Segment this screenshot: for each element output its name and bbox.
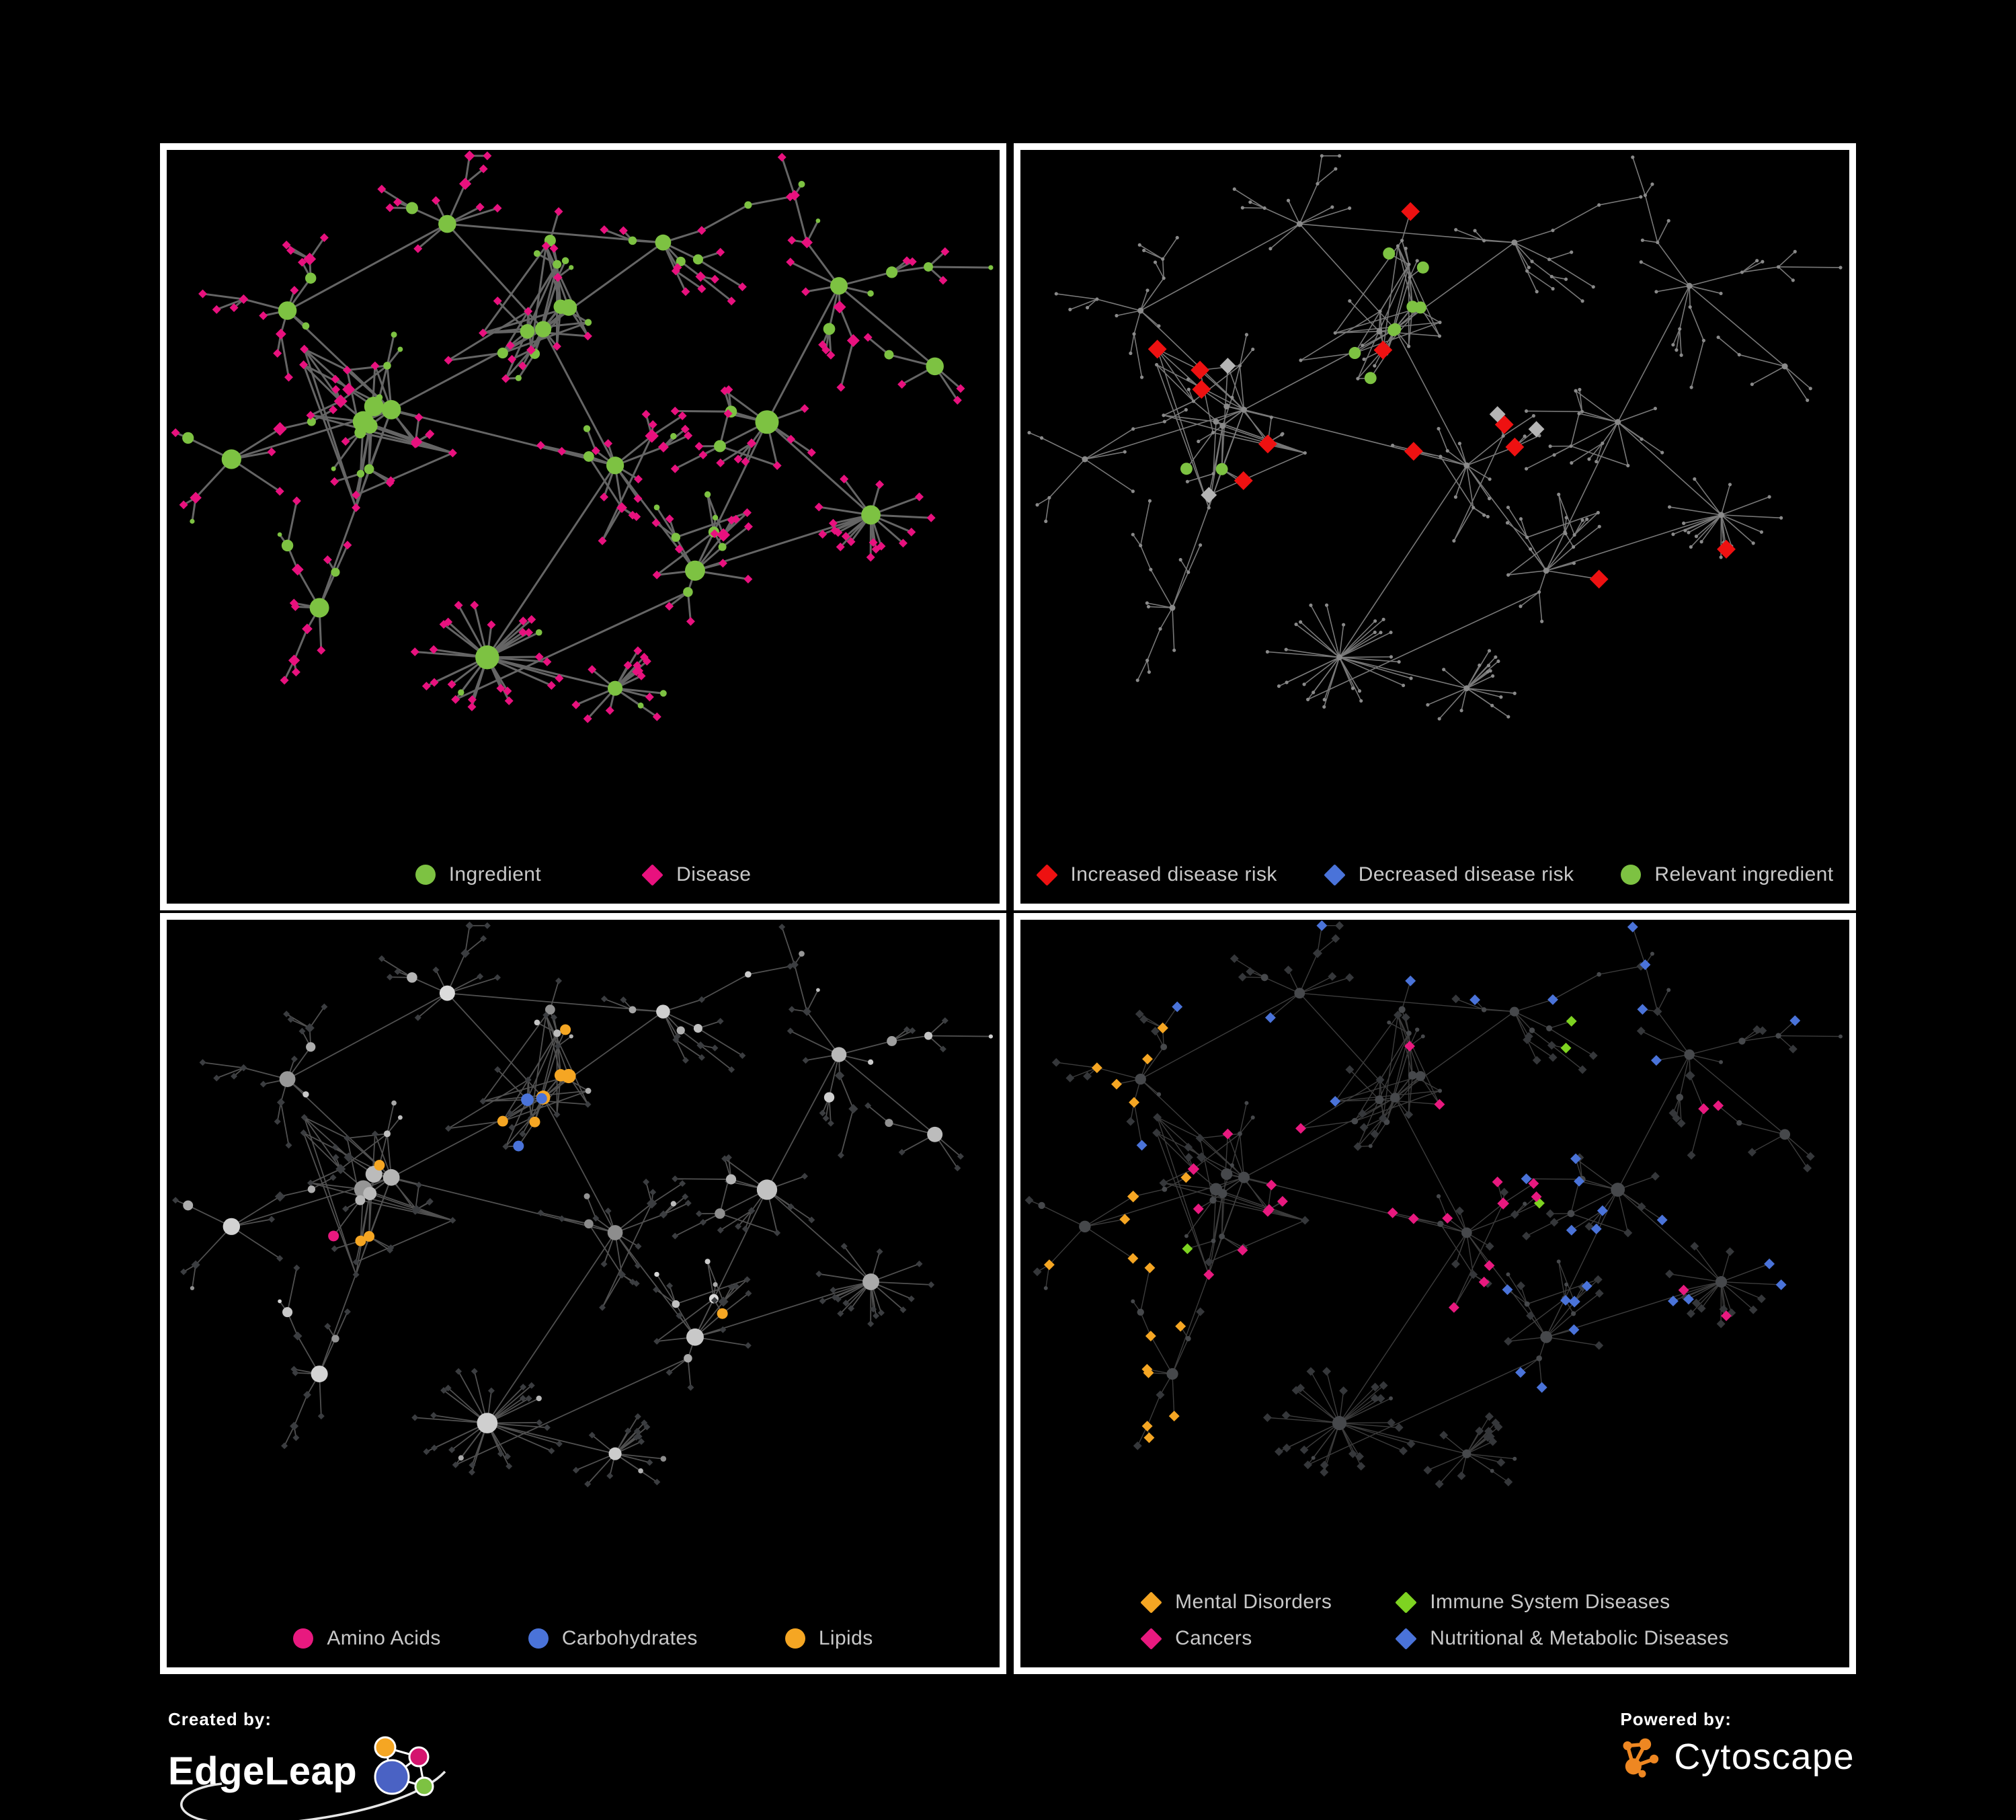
legend-disease-risk: Increased disease risk Decreased disease … (1020, 863, 1849, 886)
edgeleap-wordmark: EdgeLeap (168, 1749, 358, 1793)
legend-item: Carbohydrates (528, 1627, 698, 1650)
legend-label: Decreased disease risk (1358, 863, 1574, 885)
legend-label: Amino Acids (327, 1627, 441, 1649)
legend-item: Disease (641, 863, 752, 886)
legend-label: Carbohydrates (561, 1627, 698, 1649)
panel-nutrient-classes: Amino Acids Carbohydrates Lipids (160, 913, 1006, 1674)
network-graph-nutrient-classes (172, 921, 994, 1488)
legend-swatch-circle (1621, 865, 1642, 885)
network-graph-ingredient-disease (171, 150, 994, 723)
legend-swatch-circle (784, 1628, 805, 1649)
legend-swatch-diamond (1395, 1627, 1418, 1650)
legend-swatch-diamond (641, 863, 663, 886)
legend-swatch-circle (528, 1628, 549, 1649)
edgeleap-swoosh (180, 1770, 446, 1820)
legend-item: Cancers (1140, 1627, 1252, 1650)
created-by-label: Created by: (168, 1709, 272, 1729)
panel-disease-risk: Increased disease risk Decreased disease … (1014, 143, 1856, 910)
legend-label: Mental Disorders (1175, 1591, 1332, 1613)
cytoscape-branding: Powered by: Cytoscape (1620, 1709, 1855, 1780)
legend-swatch-diamond (1035, 863, 1058, 886)
legend-label: Disease (676, 863, 752, 885)
legend-item: Increased disease risk (1035, 863, 1277, 886)
legend-item: Immune System Diseases (1395, 1591, 1670, 1614)
panel-ingredient-disease: Ingredient Disease (160, 143, 1006, 910)
legend-label: Cancers (1175, 1627, 1252, 1649)
legend-swatch-diamond (1324, 863, 1346, 886)
legend-item: Ingredient (415, 863, 541, 886)
network-graph-disease-categories (1024, 920, 1843, 1489)
legend-label: Increased disease risk (1070, 863, 1277, 885)
logo-node-green (414, 1776, 434, 1796)
legend-item: Amino Acids (293, 1627, 440, 1650)
network-graph-disease-risk (1027, 154, 1843, 721)
legend-disease-categories: Mental Disorders Immune System Diseases Ca… (1020, 1591, 1849, 1650)
legend-ingredient-disease: Ingredient Disease (167, 863, 1000, 886)
cytoscape-logo-icon (1623, 1738, 1659, 1778)
legend-item: Lipids (784, 1627, 873, 1650)
logo-node-blue (374, 1759, 410, 1795)
legend-label: Nutritional & Metabolic Diseases (1430, 1627, 1729, 1649)
legend-item: Nutritional & Metabolic Diseases (1395, 1627, 1729, 1650)
legend-item: Mental Disorders (1140, 1591, 1332, 1614)
logo-node-magenta (408, 1746, 430, 1768)
legend-swatch-circle (293, 1628, 314, 1649)
cytoscape-wordmark: Cytoscape (1674, 1737, 1855, 1777)
legend-item: Decreased disease risk (1324, 863, 1574, 886)
legend-item: Relevant ingredient (1621, 863, 1833, 886)
legend-swatch-diamond (1395, 1591, 1418, 1614)
logo-node-orange (374, 1736, 397, 1759)
edgeleap-branding: Created by: EdgeLeap (168, 1709, 446, 1820)
edgeleap-logo-icon (374, 1736, 434, 1796)
legend-label: Immune System Diseases (1430, 1591, 1670, 1613)
legend-label: Ingredient (448, 863, 542, 885)
panel-disease-categories: Mental Disorders Immune System Diseases Ca… (1014, 913, 1856, 1674)
legend-label: Relevant ingredient (1654, 863, 1834, 885)
legend-swatch-diamond (1140, 1591, 1162, 1614)
legend-swatch-diamond (1140, 1627, 1162, 1650)
powered-by-label: Powered by: (1620, 1709, 1732, 1729)
legend-nutrient-classes: Amino Acids Carbohydrates Lipids (167, 1627, 1000, 1650)
legend-swatch-circle (415, 865, 436, 885)
legend-label: Lipids (818, 1627, 873, 1649)
